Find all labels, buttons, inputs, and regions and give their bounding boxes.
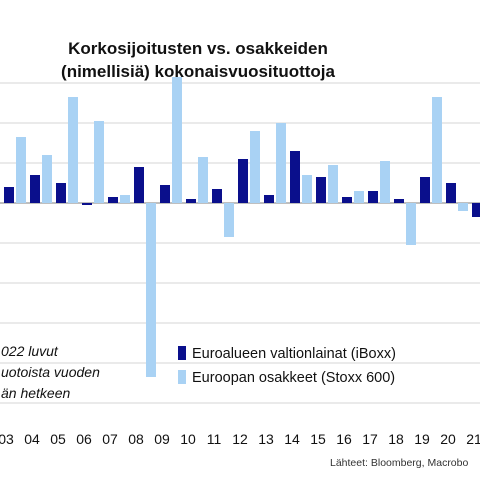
legend-label-bonds: Euroalueen valtionlainat (iBoxx) <box>192 346 396 362</box>
bar-bonds-04 <box>30 175 40 203</box>
bar-bonds-13 <box>264 195 274 203</box>
bar-bonds-05 <box>56 183 66 203</box>
bar-bonds-09 <box>160 185 170 203</box>
bar-bonds-15 <box>316 177 326 203</box>
x-tick-05: 05 <box>50 431 66 447</box>
bar-equities-18 <box>406 203 416 245</box>
legend: Euroalueen valtionlainat (iBoxx) Euroopa… <box>178 346 396 386</box>
bar-bonds-18 <box>394 199 404 203</box>
bar-bonds-21 <box>472 203 480 217</box>
x-tick-21: 21 <box>466 431 480 447</box>
x-tick-17: 17 <box>362 431 378 447</box>
x-tick-14: 14 <box>284 431 300 447</box>
bar-bonds-17 <box>368 191 378 203</box>
bar-bonds-14 <box>290 151 300 203</box>
bar-equities-07 <box>120 195 130 203</box>
bar-equities-03 <box>16 137 26 203</box>
bar-equities-11 <box>224 203 234 237</box>
bars <box>4 77 480 377</box>
bar-bonds-10 <box>186 199 196 203</box>
bar-equities-14 <box>302 175 312 203</box>
bar-bonds-11 <box>212 189 222 203</box>
x-tick-09: 09 <box>154 431 170 447</box>
bar-equities-04 <box>42 155 52 203</box>
bar-bonds-20 <box>446 183 456 203</box>
x-tick-03: 03 <box>0 431 14 447</box>
legend-swatch-bonds <box>178 346 186 360</box>
note-line-1: 022 luvut <box>1 343 59 359</box>
note-line-2: uotoista vuoden <box>1 364 100 380</box>
note: 022 luvut uotoista vuoden än hetkeen <box>1 343 100 401</box>
x-tick-19: 19 <box>414 431 430 447</box>
bar-equities-10 <box>198 157 208 203</box>
bar-equities-19 <box>432 97 442 203</box>
x-tick-16: 16 <box>336 431 352 447</box>
bar-bonds-06 <box>82 203 92 205</box>
bar-bonds-07 <box>108 197 118 203</box>
bar-equities-05 <box>68 97 78 203</box>
bar-bonds-03 <box>4 187 14 203</box>
bar-bonds-19 <box>420 177 430 203</box>
legend-swatch-equities <box>178 370 186 384</box>
x-tick-08: 08 <box>128 431 144 447</box>
note-line-3: än hetkeen <box>1 385 70 401</box>
bar-bonds-08 <box>134 167 144 203</box>
bar-equities-16 <box>354 191 364 203</box>
bar-equities-13 <box>276 123 286 203</box>
bar-equities-12 <box>250 131 260 203</box>
x-tick-06: 06 <box>76 431 92 447</box>
x-tick-20: 20 <box>440 431 456 447</box>
x-tick-04: 04 <box>24 431 40 447</box>
x-tick-07: 07 <box>102 431 118 447</box>
x-tick-11: 11 <box>207 431 222 447</box>
chart-title-line-1: Korkosijoitusten vs. osakkeiden <box>68 39 328 58</box>
chart-title-line-2: (nimellisiä) kokonaisvuosituottoja <box>61 62 335 81</box>
bar-bonds-12 <box>238 159 248 203</box>
bar-equities-20 <box>458 203 468 211</box>
source-text: Lähteet: Bloomberg, Macrobo <box>330 457 468 469</box>
bar-equities-09 <box>172 77 182 203</box>
bar-equities-06 <box>94 121 104 203</box>
x-tick-13: 13 <box>258 431 274 447</box>
x-tick-labels: 03 04 05 06 07 08 09 10 11 12 13 14 15 16 17 18 19 20 21 <box>0 431 480 447</box>
bar-bonds-16 <box>342 197 352 203</box>
bar-equities-15 <box>328 165 338 203</box>
bar-equities-17 <box>380 161 390 203</box>
legend-label-equities: Euroopan osakkeet (Stoxx 600) <box>192 370 395 386</box>
x-tick-10: 10 <box>180 431 196 447</box>
bar-equities-08 <box>146 203 156 377</box>
x-tick-18: 18 <box>388 431 404 447</box>
x-tick-15: 15 <box>310 431 326 447</box>
x-tick-12: 12 <box>232 431 248 447</box>
